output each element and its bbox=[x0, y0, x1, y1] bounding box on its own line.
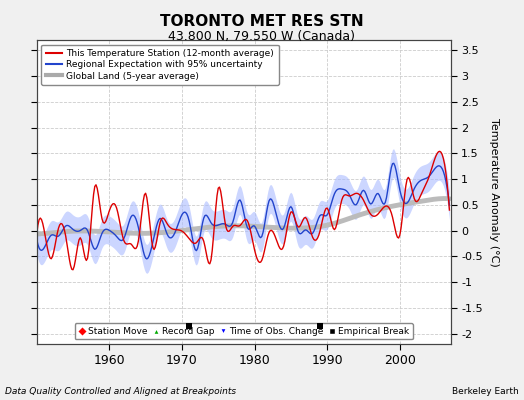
Text: 43.800 N, 79.550 W (Canada): 43.800 N, 79.550 W (Canada) bbox=[169, 30, 355, 43]
Text: TORONTO MET RES STN: TORONTO MET RES STN bbox=[160, 14, 364, 29]
Y-axis label: Temperature Anomaly (°C): Temperature Anomaly (°C) bbox=[489, 118, 499, 266]
Text: Berkeley Earth: Berkeley Earth bbox=[452, 387, 519, 396]
Text: Data Quality Controlled and Aligned at Breakpoints: Data Quality Controlled and Aligned at B… bbox=[5, 387, 236, 396]
Legend: Station Move, Record Gap, Time of Obs. Change, Empirical Break: Station Move, Record Gap, Time of Obs. C… bbox=[74, 323, 413, 340]
